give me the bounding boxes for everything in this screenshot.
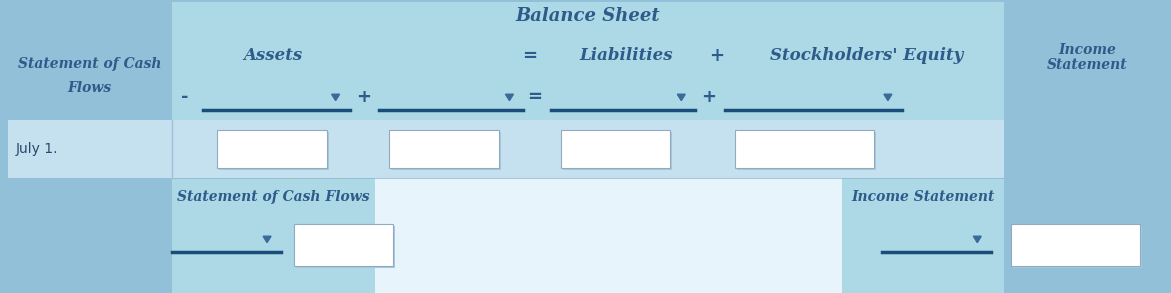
FancyBboxPatch shape xyxy=(294,224,393,266)
FancyBboxPatch shape xyxy=(172,178,376,293)
FancyBboxPatch shape xyxy=(172,30,1004,120)
FancyBboxPatch shape xyxy=(172,2,1004,30)
Polygon shape xyxy=(677,94,685,100)
Polygon shape xyxy=(973,236,981,243)
Text: Income: Income xyxy=(1059,43,1116,57)
Text: Statement of Cash: Statement of Cash xyxy=(18,57,162,71)
FancyBboxPatch shape xyxy=(1004,0,1171,293)
Polygon shape xyxy=(884,94,892,100)
Text: Statement of Cash Flows: Statement of Cash Flows xyxy=(177,190,370,204)
FancyBboxPatch shape xyxy=(8,0,1171,293)
FancyBboxPatch shape xyxy=(219,132,329,170)
FancyBboxPatch shape xyxy=(735,130,874,168)
Text: Statement: Statement xyxy=(1047,58,1128,72)
FancyBboxPatch shape xyxy=(563,132,672,170)
FancyBboxPatch shape xyxy=(389,130,499,168)
FancyBboxPatch shape xyxy=(172,2,1004,178)
Text: Income Statement: Income Statement xyxy=(851,190,995,204)
FancyBboxPatch shape xyxy=(842,178,1004,293)
FancyBboxPatch shape xyxy=(737,132,876,170)
FancyBboxPatch shape xyxy=(561,130,670,168)
Polygon shape xyxy=(506,94,513,100)
FancyBboxPatch shape xyxy=(8,120,1004,178)
FancyBboxPatch shape xyxy=(8,0,172,293)
Text: +: + xyxy=(701,88,717,106)
Text: Balance Sheet: Balance Sheet xyxy=(515,7,660,25)
FancyBboxPatch shape xyxy=(296,226,395,268)
FancyBboxPatch shape xyxy=(1011,224,1141,266)
FancyBboxPatch shape xyxy=(376,178,842,293)
Text: -: - xyxy=(180,88,189,106)
Text: =: = xyxy=(527,88,542,106)
Text: Stockholders' Equity: Stockholders' Equity xyxy=(769,47,964,64)
FancyBboxPatch shape xyxy=(391,132,500,170)
FancyBboxPatch shape xyxy=(218,130,327,168)
Polygon shape xyxy=(331,94,340,100)
Text: Liabilities: Liabilities xyxy=(580,47,673,64)
Text: Flows: Flows xyxy=(68,81,111,96)
Text: July 1.: July 1. xyxy=(15,142,59,156)
Text: +: + xyxy=(710,47,725,65)
Polygon shape xyxy=(263,236,271,243)
Text: +: + xyxy=(356,88,371,106)
Text: =: = xyxy=(522,47,536,65)
FancyBboxPatch shape xyxy=(1013,226,1142,268)
Text: Assets: Assets xyxy=(242,47,302,64)
